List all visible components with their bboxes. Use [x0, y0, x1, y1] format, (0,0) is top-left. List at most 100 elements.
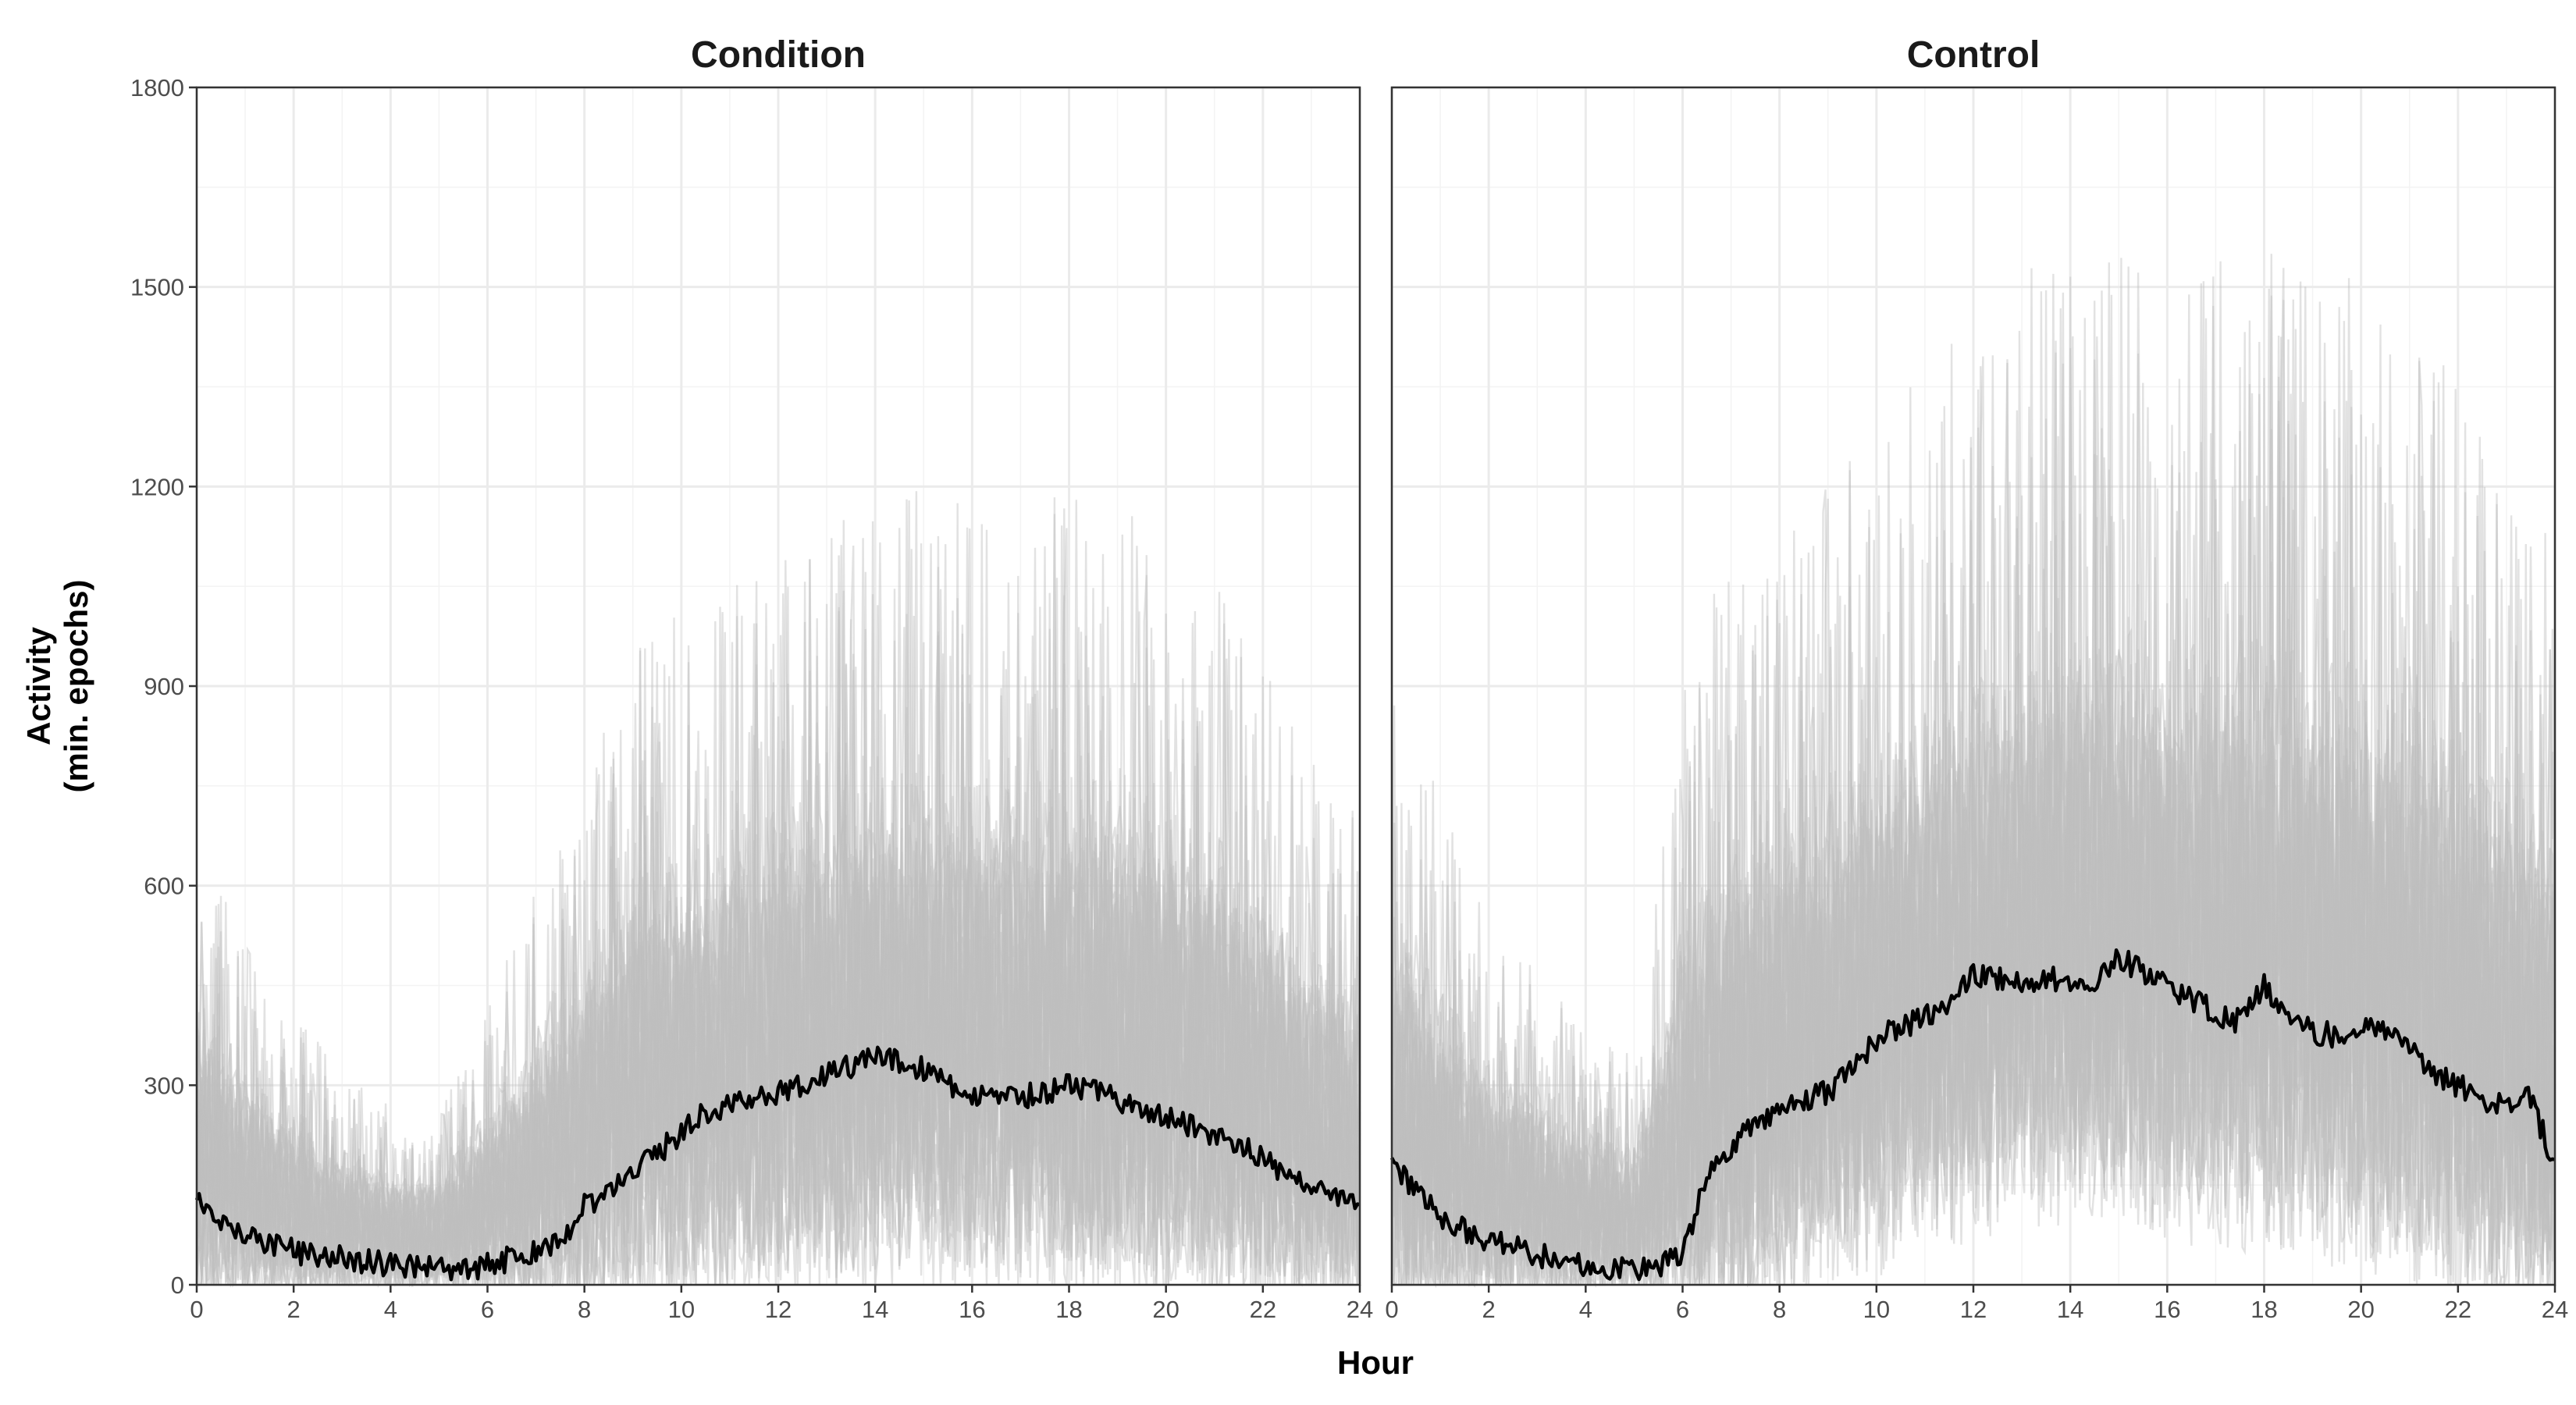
- individual-trace: [195, 628, 1361, 1287]
- y-tick-label: 300: [144, 1072, 184, 1099]
- individual-trace: [1391, 354, 2556, 1268]
- y-tick-label: 900: [144, 673, 184, 700]
- x-tick-label: 22: [1250, 1296, 1276, 1323]
- x-tick-label: 20: [2347, 1296, 2374, 1323]
- individual-trace: [195, 527, 1361, 1287]
- x-tick-label: 16: [959, 1296, 985, 1323]
- individual-trace: [1390, 286, 2556, 1252]
- individual-trace: [195, 541, 1361, 1286]
- individual-trace: [195, 542, 1361, 1248]
- x-tick-label: 12: [765, 1296, 792, 1323]
- individual-trace: [1390, 258, 2556, 1278]
- x-tick-label: 2: [287, 1296, 301, 1323]
- x-tick-label: 12: [1960, 1296, 1987, 1323]
- individual-trace: [1390, 400, 2556, 1268]
- y-tick-label: 1500: [130, 274, 184, 301]
- panel-control-lines: [1389, 254, 2556, 1289]
- individual-trace: [1390, 320, 2556, 1236]
- individual-trace: [195, 592, 1361, 1279]
- x-tick-label: 6: [481, 1296, 494, 1323]
- panel-condition-title: Condition: [691, 34, 866, 76]
- individual-trace: [1390, 372, 2556, 1286]
- individual-trace: [1390, 424, 2556, 1246]
- x-tick-label: 10: [1863, 1296, 1890, 1323]
- individual-trace: [1390, 268, 2556, 1245]
- x-tick-label: 16: [2154, 1296, 2180, 1323]
- y-axis-title-line-2: (min. epochs): [58, 579, 94, 792]
- individual-trace: [1390, 418, 2556, 1286]
- mean-trace: [194, 1045, 1361, 1282]
- y-axis-title: Activity (min. epochs): [20, 579, 94, 792]
- x-tick-label: 8: [578, 1296, 591, 1323]
- individual-trace: [195, 683, 1361, 1256]
- panel-condition-y-axis: 0 300 600 900 1200 1500 1800: [130, 74, 197, 1299]
- x-axis-title: Hour: [1337, 1344, 1414, 1381]
- individual-trace: [195, 500, 1361, 1259]
- y-tick-label: 600: [144, 873, 184, 900]
- x-tick-label: 0: [190, 1296, 203, 1323]
- x-tick-label: 14: [862, 1296, 888, 1323]
- individual-trace: [195, 581, 1361, 1255]
- panel-condition-x-axis: 0 2 4 6 8 10 12 14 16 18 20 22 24: [190, 1285, 1373, 1323]
- individual-trace: [1390, 281, 2556, 1285]
- individual-trace: [1390, 454, 2556, 1258]
- x-tick-label: 4: [1579, 1296, 1592, 1323]
- panel-control: Control 0 2 4 6 8 10 12 14 16 18 20 22 24: [1385, 34, 2568, 1323]
- individual-trace: [1390, 276, 2556, 1259]
- individual-trace: [195, 586, 1361, 1258]
- x-tick-label: 20: [1152, 1296, 1179, 1323]
- individual-trace: [195, 508, 1361, 1254]
- individual-trace: [195, 491, 1361, 1276]
- panel-control-x-axis: 0 2 4 6 8 10 12 14 16 18 20 22 24: [1385, 1285, 2568, 1323]
- individual-trace: [195, 538, 1361, 1262]
- x-tick-label: 8: [1773, 1296, 1786, 1323]
- y-tick-label: 0: [171, 1272, 184, 1299]
- individual-trace: [1390, 262, 2556, 1287]
- individual-trace: [1390, 266, 2556, 1288]
- panel-condition: Condition 0 2 4 6 8 10 12 14 16 18 20 22 24 03006009…: [130, 34, 1373, 1323]
- individual-trace: [1390, 308, 2556, 1286]
- x-tick-label: 6: [1676, 1296, 1689, 1323]
- y-tick-label: 1800: [130, 74, 184, 101]
- individual-trace: [1390, 406, 2556, 1236]
- panel-control-title: Control: [1907, 34, 2041, 76]
- individual-trace: [1390, 254, 2556, 1261]
- individual-trace: [195, 543, 1361, 1264]
- individual-trace: [1390, 288, 2556, 1235]
- individual-trace: [195, 514, 1361, 1247]
- individual-trace: [195, 598, 1361, 1288]
- panel-condition-grid: [195, 86, 1361, 1286]
- x-tick-label: 18: [2250, 1296, 2277, 1323]
- individual-trace: [195, 535, 1361, 1288]
- individual-trace: [195, 663, 1361, 1270]
- individual-trace: [1390, 290, 2556, 1276]
- individual-trace: [1390, 294, 2556, 1262]
- individual-trace: [1390, 299, 2556, 1286]
- y-axis-title-line-1: Activity: [20, 627, 57, 745]
- x-tick-label: 2: [1482, 1296, 1496, 1323]
- individual-trace: [1390, 343, 2556, 1260]
- x-tick-label: 18: [1055, 1296, 1082, 1323]
- individual-trace: [1390, 336, 2556, 1280]
- x-tick-label: 10: [668, 1296, 695, 1323]
- individual-trace: [1390, 278, 2556, 1261]
- panel-condition-lines: [194, 491, 1361, 1289]
- panel-control-grid: [1390, 86, 2556, 1286]
- x-tick-label: 4: [384, 1296, 397, 1323]
- mean-trace: [1389, 948, 2556, 1282]
- individual-trace: [1390, 482, 2556, 1240]
- individual-trace: [1390, 389, 2556, 1280]
- individual-trace: [1392, 378, 2556, 1289]
- individual-trace: [1390, 300, 2556, 1289]
- x-tick-label: 22: [2445, 1296, 2471, 1323]
- individual-trace: [1390, 355, 2556, 1268]
- x-tick-label: 0: [1385, 1296, 1398, 1323]
- x-tick-label: 24: [2542, 1296, 2568, 1323]
- y-tick-label: 1200: [130, 473, 184, 500]
- x-tick-label: 14: [2057, 1296, 2083, 1323]
- x-tick-label: 24: [1347, 1296, 1373, 1323]
- individual-trace: [1390, 261, 2556, 1257]
- individual-trace: [195, 546, 1361, 1264]
- individual-trace: [1390, 422, 2556, 1281]
